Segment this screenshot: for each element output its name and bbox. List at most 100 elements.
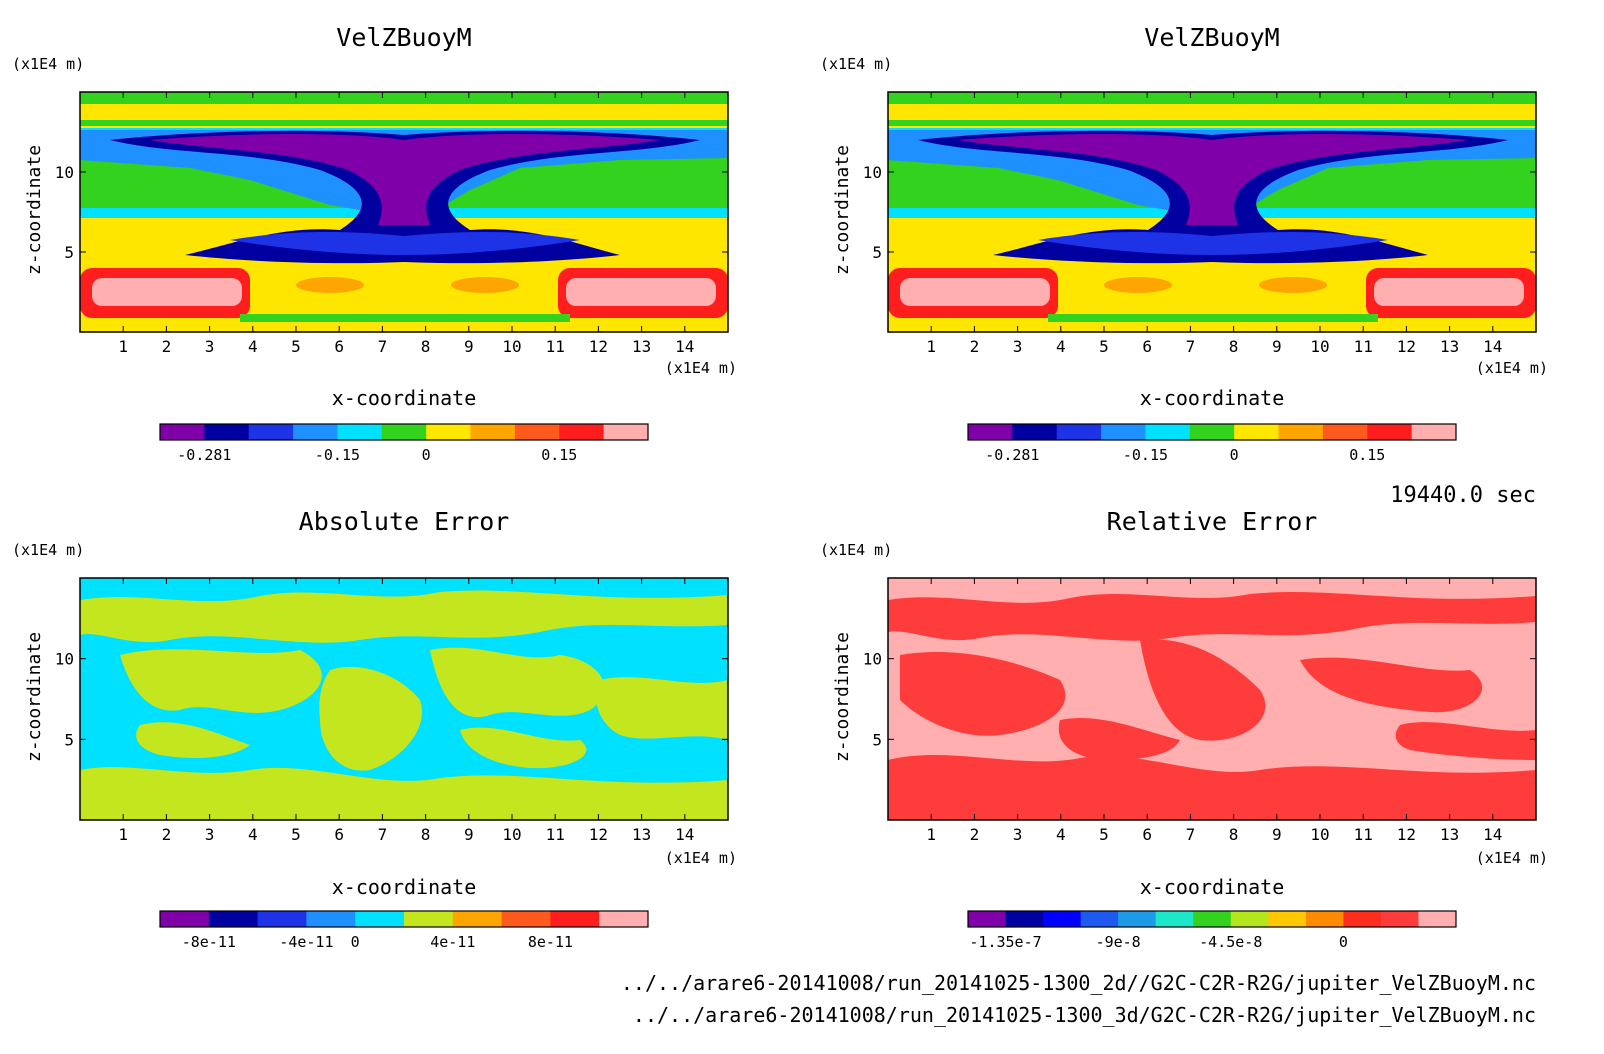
x-tick-label: 6 <box>334 337 344 356</box>
y-tick-label: 5 <box>64 730 74 749</box>
x-tick-label: 6 <box>1142 825 1152 844</box>
colorbar-tick-label: -4.5e-8 <box>1199 933 1262 951</box>
colorbar-swatch <box>550 911 600 927</box>
contour-patch-7 <box>1395 722 1536 760</box>
colorbar-swatch <box>306 911 356 927</box>
x-axis-label: x-coordinate <box>1140 386 1285 410</box>
plot-frame <box>887 577 1537 821</box>
colorbar-swatch <box>1367 424 1413 440</box>
panel-velzbuoym-left: VelZBuoyM (x1E4 m) 1 2 3 4 5 6 7 8 9 10 11 12 13 1451… <box>12 23 737 464</box>
contour-patch-5 <box>888 755 1536 820</box>
x-tick-label: 13 <box>632 337 651 356</box>
x-tick-label: 6 <box>1142 337 1152 356</box>
x-tick-label: 13 <box>632 825 651 844</box>
colorbar-tick-label: -1.35e-7 <box>969 933 1041 951</box>
x-tick-label: 2 <box>970 825 980 844</box>
file-path-line-1: ../../arare6-20141008/run_20141025-1300_… <box>621 971 1536 995</box>
colorbar-swatch <box>1080 911 1119 927</box>
x-tick-label: 4 <box>1056 825 1066 844</box>
panel-title: Absolute Error <box>299 507 510 536</box>
colorbar-tick-label: 0.15 <box>1349 446 1385 464</box>
x-tick-label: 4 <box>248 825 258 844</box>
colorbar: -8e-11 -4e-11 0 4e-11 8e-11 <box>159 910 649 951</box>
colorbar-tick-label: -8e-11 <box>182 933 236 951</box>
colorbar-swatch <box>1230 911 1269 927</box>
contour-patch-3 <box>1140 639 1266 741</box>
colorbar-swatch <box>1118 911 1157 927</box>
colorbar-swatch <box>1101 424 1146 440</box>
file-path-line-2: ../../arare6-20141008/run_20141025-1300_… <box>633 1003 1536 1027</box>
contour-patch-6 <box>1058 718 1180 760</box>
x-tick-label: 2 <box>162 825 172 844</box>
x-tick-label: 7 <box>378 337 388 356</box>
colorbar-swatch <box>1322 424 1368 440</box>
colorbar-swatch <box>404 911 454 927</box>
x-tick-label: 10 <box>1310 825 1329 844</box>
colorbar: -0.281 -0.15 0 0.15 <box>159 423 649 464</box>
contour-field <box>80 578 728 820</box>
colorbar-swatch <box>1056 424 1102 440</box>
colorbar-swatch <box>501 911 551 927</box>
x-tick-label: 11 <box>1354 337 1373 356</box>
contour-patch-4 <box>1300 657 1483 713</box>
contour-band-top-green <box>80 92 728 104</box>
x-tick-label: 12 <box>1397 337 1416 356</box>
x-tick-label: 14 <box>1483 337 1502 356</box>
x-tick-label: 10 <box>502 825 521 844</box>
contour-orange-blob-2 <box>451 277 519 293</box>
x-tick-label: 1 <box>118 337 128 356</box>
colorbar-tick-label: 0.15 <box>541 446 577 464</box>
x-tick-label: 11 <box>546 825 565 844</box>
colorbar-tick-label: 0 <box>422 446 431 464</box>
x-tick-label: 1 <box>926 825 936 844</box>
x-tick-label: 14 <box>675 337 694 356</box>
time-label: 19440.0 sec <box>1390 483 1536 508</box>
contour-pink-right <box>1374 278 1524 306</box>
colorbar-tick-label: 0 <box>351 933 360 951</box>
plot-frame <box>79 577 729 821</box>
x-tick-label: 9 <box>1272 825 1282 844</box>
colorbar-swatch <box>1418 911 1457 927</box>
colorbar-swatch <box>603 424 649 440</box>
x-axis-label: x-coordinate <box>1140 875 1285 899</box>
colorbar-swatch <box>160 424 205 440</box>
x-tick-label: 3 <box>205 825 215 844</box>
colorbar-swatch <box>1234 424 1280 440</box>
colorbar-swatch <box>208 911 259 927</box>
contour-orange-blob-1 <box>1104 277 1172 293</box>
colorbar: -0.281 -0.15 0 0.15 <box>967 423 1457 464</box>
y-axis-label: z-coordinate <box>24 145 45 275</box>
contour-purple-core <box>150 134 660 225</box>
colorbar-swatch <box>1343 911 1382 927</box>
contour-green-bottom <box>1048 314 1378 322</box>
contour-pink-left <box>900 278 1050 306</box>
panel-velzbuoym-right: VelZBuoyM (x1E4 m) <box>820 23 1548 464</box>
contour-patch-2 <box>900 652 1066 736</box>
x-tick-label: 8 <box>1229 337 1239 356</box>
x-tick-label: 14 <box>1483 825 1502 844</box>
contour-orange-blob-1 <box>296 277 364 293</box>
contour-purple-core <box>958 134 1468 225</box>
x-tick-label: 1 <box>926 337 936 356</box>
x-tick-label: 10 <box>502 337 521 356</box>
contour-pink-right <box>566 278 716 306</box>
contour-patch-5 <box>596 677 728 740</box>
panel-title: VelZBuoyM <box>1144 23 1279 52</box>
y-tick-label: 10 <box>55 650 74 669</box>
contour-patch-1 <box>80 590 728 643</box>
contour-field <box>888 578 1536 820</box>
contour-field <box>888 92 1536 332</box>
colorbar-swatch <box>559 424 605 440</box>
panel-absolute-error: Absolute Error (x1E4 m) 1 2 3 4 5 6 7 8 9 10 11 12 1… <box>12 507 737 951</box>
contour-blue-lower <box>1038 232 1388 255</box>
contour-patch-3 <box>430 647 605 718</box>
colorbar-swatch <box>1193 911 1232 927</box>
colorbar-swatch <box>248 424 294 440</box>
colorbar-swatch <box>1380 911 1419 927</box>
colorbar-swatch <box>1043 911 1082 927</box>
plot-frame <box>887 91 1537 333</box>
colorbar-swatch <box>1005 911 1044 927</box>
colorbar-tick-label: -0.15 <box>315 446 360 464</box>
